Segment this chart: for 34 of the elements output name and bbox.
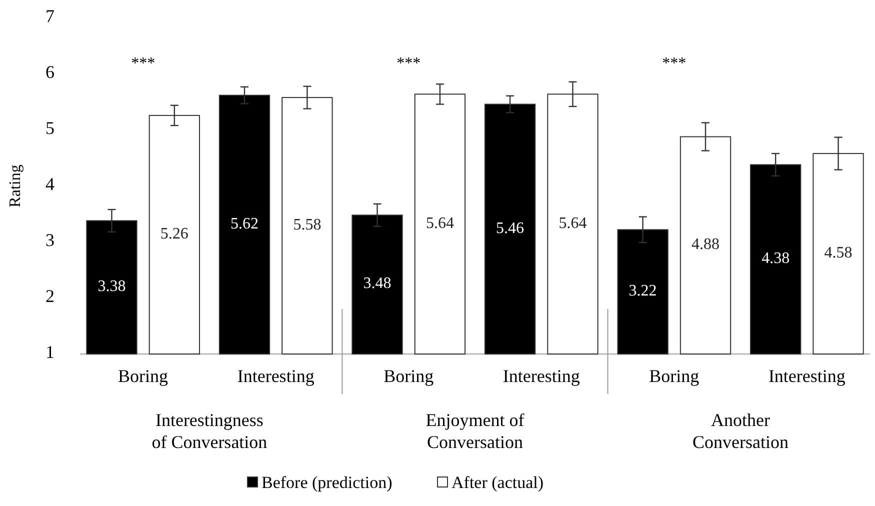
- data-label: 5.62: [230, 215, 258, 232]
- data-label: 5.26: [160, 225, 188, 242]
- legend-label: Before (prediction): [262, 473, 392, 492]
- data-label: 5.58: [293, 216, 322, 234]
- y-tick-label: 6: [46, 62, 54, 82]
- y-tick-label: 4: [46, 174, 54, 194]
- text: Interestingness of Conversation: [152, 410, 268, 452]
- x-tick-label: Interesting: [768, 366, 846, 386]
- text: Another Conversation: [692, 410, 789, 452]
- x-tick-label: Interesting: [502, 366, 580, 386]
- y-tick-label: 7: [46, 6, 54, 26]
- y-tick-label: 3: [46, 230, 54, 250]
- annotation: ***: [396, 55, 421, 72]
- data-label: 4.88: [692, 236, 720, 254]
- x-tick-label: Boring: [649, 366, 700, 386]
- data-label: 5.64: [558, 214, 587, 232]
- data-label: 5.64: [426, 214, 454, 232]
- y-tick-label: 5: [46, 118, 54, 138]
- annotation: ***: [131, 55, 156, 72]
- x-tick-label: Boring: [384, 366, 434, 386]
- y-tick-label: 1: [46, 342, 54, 362]
- y-axis-title: Rating: [7, 164, 24, 208]
- data-label: 5.46: [496, 220, 524, 237]
- data-label: 4.58: [824, 244, 852, 262]
- x-tick-label: Boring: [118, 366, 168, 386]
- data-label: 3.38: [98, 278, 126, 296]
- legend-label: After (actual): [452, 473, 544, 492]
- y-tick-label: 2: [46, 286, 54, 306]
- data-label: 3.48: [363, 275, 392, 292]
- x-tick-label: Interesting: [237, 366, 314, 386]
- data-label: 3.22: [628, 282, 657, 300]
- annotation: ***: [662, 55, 686, 72]
- text: Enjoyment of Conversation: [426, 410, 524, 452]
- data-label: 4.38: [762, 250, 790, 268]
